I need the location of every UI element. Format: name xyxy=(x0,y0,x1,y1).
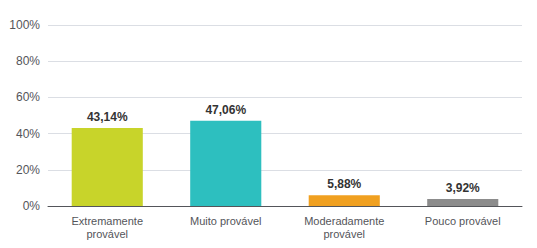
svg-text:0%: 0% xyxy=(23,199,41,213)
svg-text:provável: provável xyxy=(323,228,365,240)
svg-text:provável: provável xyxy=(86,228,128,240)
svg-text:80%: 80% xyxy=(16,54,40,68)
svg-text:60%: 60% xyxy=(16,90,40,104)
svg-text:100%: 100% xyxy=(9,18,40,32)
svg-text:43,14%: 43,14% xyxy=(87,110,128,124)
svg-text:Extremamente: Extremamente xyxy=(71,215,143,227)
svg-text:Pouco provável: Pouco provável xyxy=(425,215,501,227)
svg-text:40%: 40% xyxy=(16,127,40,141)
svg-text:3,92%: 3,92% xyxy=(446,181,480,195)
svg-text:Moderadamente: Moderadamente xyxy=(304,215,384,227)
svg-text:Muito provável: Muito provável xyxy=(190,215,262,227)
svg-text:47,06%: 47,06% xyxy=(205,103,246,117)
svg-text:5,88%: 5,88% xyxy=(327,177,361,191)
svg-text:20%: 20% xyxy=(16,163,40,177)
